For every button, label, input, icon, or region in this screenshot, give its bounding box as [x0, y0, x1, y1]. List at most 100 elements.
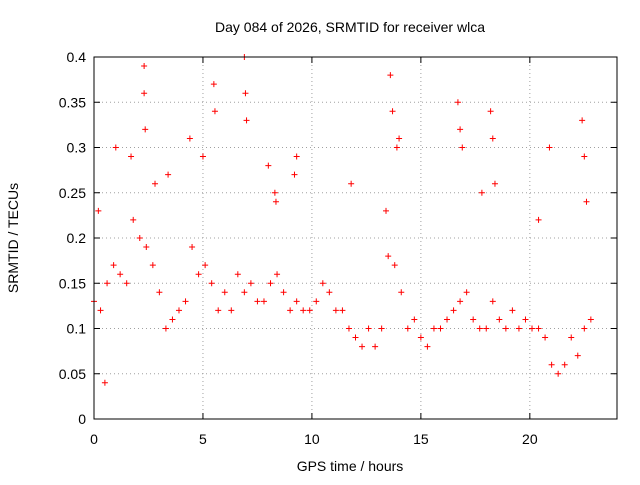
data-point — [165, 171, 172, 178]
data-point — [293, 298, 300, 305]
y-axis-label: SRMTID / TECUs — [5, 183, 21, 293]
data-point — [378, 325, 385, 332]
data-point — [389, 108, 396, 115]
data-point — [437, 325, 444, 332]
data-point — [143, 244, 150, 251]
data-point — [463, 289, 470, 296]
data-point — [265, 162, 272, 169]
data-point — [267, 280, 274, 287]
data-point — [424, 343, 431, 350]
data-point — [487, 108, 494, 115]
data-point — [450, 307, 457, 314]
data-point — [583, 198, 590, 205]
data-point — [175, 307, 182, 314]
data-point — [470, 316, 477, 323]
data-point — [280, 289, 287, 296]
data-point — [581, 153, 588, 160]
data-point — [535, 216, 542, 223]
data-point — [359, 343, 366, 350]
x-axis-label: GPS time / hours — [297, 458, 404, 474]
data-point — [169, 316, 176, 323]
data-point — [546, 144, 553, 151]
data-point — [496, 316, 503, 323]
y-tick-label: 0.1 — [67, 321, 87, 337]
data-point — [243, 117, 250, 124]
data-point — [476, 325, 483, 332]
data-point — [522, 316, 529, 323]
axis-ticks: 0 0.05 0.1 0.15 0.2 0.25 0.3 0.35 0.4 0 5 10 15 20 — [59, 49, 617, 447]
data-point — [272, 198, 279, 205]
data-point — [221, 289, 228, 296]
data-point — [271, 189, 278, 196]
data-point — [152, 180, 159, 187]
data-point — [242, 90, 249, 97]
chart-title: Day 084 of 2026, SRMTID for receiver wlc… — [215, 19, 485, 35]
data-point — [189, 244, 196, 251]
data-point — [393, 144, 400, 151]
data-point — [101, 379, 108, 386]
data-points — [91, 54, 594, 386]
x-tick-label: 20 — [522, 431, 538, 447]
data-point — [287, 307, 294, 314]
data-point — [210, 81, 217, 88]
data-point — [391, 262, 398, 269]
data-point — [502, 325, 509, 332]
data-point — [95, 207, 102, 214]
data-point — [459, 144, 466, 151]
data-point — [141, 63, 148, 70]
x-tick-label: 10 — [304, 431, 320, 447]
data-point — [195, 271, 202, 278]
data-point — [489, 298, 496, 305]
data-point — [478, 189, 485, 196]
data-point — [365, 325, 372, 332]
data-point — [260, 298, 267, 305]
data-point — [555, 370, 562, 377]
data-point — [561, 361, 568, 368]
data-point — [529, 325, 536, 332]
data-point — [313, 298, 320, 305]
y-tick-label: 0.25 — [59, 185, 86, 201]
data-point — [579, 117, 586, 124]
data-point — [186, 135, 193, 142]
data-point — [417, 334, 424, 341]
x-tick-label: 15 — [413, 431, 429, 447]
data-point — [293, 153, 300, 160]
data-point — [454, 99, 461, 106]
data-point — [385, 253, 392, 260]
y-tick-label: 0 — [78, 411, 86, 427]
data-point — [404, 325, 411, 332]
data-point — [387, 72, 394, 79]
data-point — [542, 334, 549, 341]
data-point — [215, 307, 222, 314]
data-point — [326, 289, 333, 296]
data-point — [581, 325, 588, 332]
grid-lines — [94, 57, 617, 419]
data-point — [489, 135, 496, 142]
data-point — [411, 316, 418, 323]
data-point — [348, 180, 355, 187]
data-point — [97, 307, 104, 314]
data-point — [208, 280, 215, 287]
data-point — [339, 307, 346, 314]
data-point — [483, 325, 490, 332]
y-tick-label: 0.4 — [67, 49, 87, 65]
data-point — [291, 171, 298, 178]
data-point — [587, 316, 594, 323]
data-point — [254, 298, 261, 305]
data-point — [274, 271, 281, 278]
data-point — [457, 126, 464, 133]
data-point — [372, 343, 379, 350]
data-point — [241, 289, 248, 296]
data-point — [112, 144, 119, 151]
data-point — [306, 307, 313, 314]
data-point — [515, 325, 522, 332]
data-point — [535, 325, 542, 332]
y-tick-label: 0.15 — [59, 275, 86, 291]
data-point — [548, 361, 555, 368]
data-point — [491, 180, 498, 187]
data-point — [149, 262, 156, 269]
data-point — [228, 307, 235, 314]
y-tick-label: 0.35 — [59, 94, 86, 110]
